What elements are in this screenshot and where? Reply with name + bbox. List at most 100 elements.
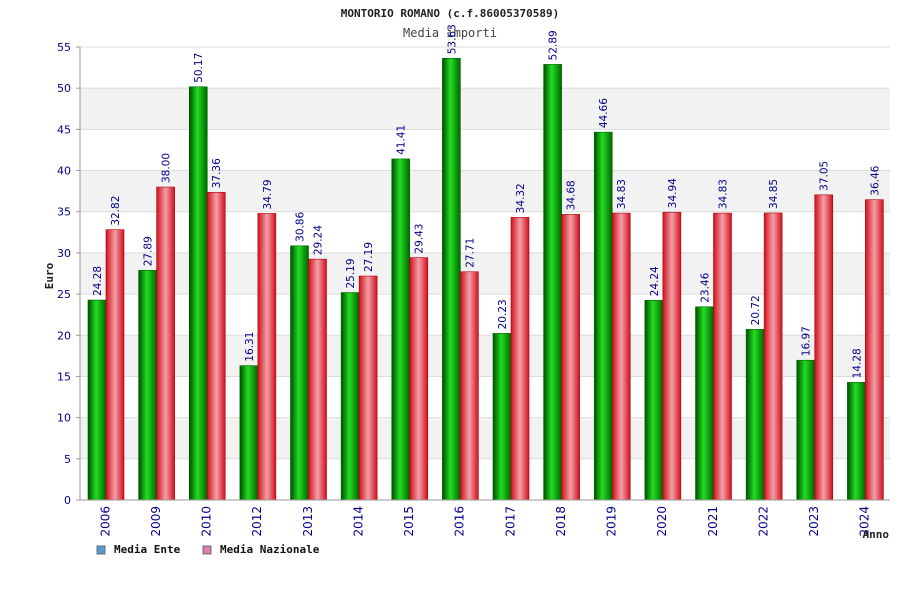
x-tick-label-2022: 2022 (756, 506, 770, 537)
x-tick-label-2016: 2016 (453, 506, 467, 537)
bar-media-nazionale-2017 (510, 217, 530, 501)
x-tick-label-2015: 2015 (402, 506, 416, 537)
bar-media-ente-2024 (847, 382, 866, 501)
x-tick-label-2023: 2023 (807, 506, 821, 537)
value-label-media-ente-2006: 24.28 (92, 266, 104, 296)
y-tick-label: 35 (57, 206, 71, 219)
bar-media-nazionale-2010 (206, 191, 226, 501)
bar-media-nazionale-2019 (611, 212, 631, 501)
value-label-media-nazionale-2018: 34.68 (566, 180, 578, 210)
x-tick-label-2019: 2019 (605, 506, 619, 537)
bar-media-ente-2018 (543, 64, 562, 501)
y-axis-label: Euro (43, 262, 56, 289)
y-tick-label: 45 (57, 123, 71, 136)
value-label-media-ente-2009: 27.89 (143, 236, 155, 266)
value-label-media-ente-2013: 30.86 (295, 211, 307, 241)
bar-media-nazionale-2012 (257, 213, 277, 501)
value-label-media-nazionale-2015: 29.43 (414, 224, 426, 254)
bar-media-ente-2017 (492, 333, 512, 501)
x-axis-label: Anno (863, 528, 890, 541)
value-label-media-nazionale-2024: 36.46 (869, 165, 881, 195)
value-label-media-nazionale-2013: 29.24 (313, 225, 325, 255)
value-label-media-ente-2010: 50.17 (193, 53, 205, 83)
bar-media-ente-2006 (87, 299, 107, 501)
chart-subtitle: Media importi (403, 26, 497, 40)
value-label-media-ente-2018: 52.89 (548, 30, 560, 60)
y-tick-label: 5 (64, 453, 71, 466)
value-label-media-ente-2012: 16.31 (244, 332, 256, 362)
y-tick-label: 40 (57, 165, 71, 178)
chart-title: MONTORIO ROMANO (c.f.86005370589) (341, 7, 560, 20)
y-tick-label: 20 (57, 329, 71, 342)
bar-media-ente-2015 (391, 158, 411, 501)
value-label-media-nazionale-2014: 27.19 (363, 242, 375, 272)
bar-media-nazionale-2024 (865, 199, 884, 501)
y-tick-label: 15 (57, 370, 71, 383)
legend: Media Ente Media Nazionale (96, 543, 320, 556)
x-tick-label-2010: 2010 (200, 506, 214, 537)
bar-media-nazionale-2023 (814, 194, 834, 501)
value-label-media-nazionale-2009: 38.00 (161, 153, 173, 183)
bar-media-nazionale-2018 (561, 214, 580, 501)
bar-media-ente-2020 (644, 300, 664, 501)
bar-media-ente-2022 (745, 329, 765, 501)
bar-media-ente-2023 (796, 359, 816, 501)
x-tick-label-2012: 2012 (250, 506, 264, 537)
bar-media-ente-2010 (188, 86, 208, 501)
bar-media-ente-2019 (593, 131, 613, 501)
value-label-media-nazionale-2006: 32.82 (110, 196, 122, 226)
value-label-media-nazionale-2017: 34.32 (515, 183, 527, 213)
bar-media-nazionale-2022 (763, 212, 783, 501)
value-label-media-nazionale-2023: 37.05 (819, 161, 831, 191)
y-axis-ticks: 0 5 10 15 20 25 30 35 40 45 50 55 (57, 41, 80, 507)
bar-media-nazionale-2016 (460, 271, 479, 501)
y-tick-label: 50 (57, 82, 71, 95)
value-label-media-ente-2016: 53.63 (446, 24, 458, 54)
bar-media-ente-2012 (239, 365, 259, 501)
bar-media-nazionale-2009 (156, 186, 175, 501)
value-label-media-nazionale-2020: 34.94 (667, 178, 679, 208)
x-tick-label-2020: 2020 (655, 506, 669, 537)
bar-media-ente-2014 (340, 292, 360, 501)
value-label-media-ente-2023: 16.97 (801, 326, 813, 356)
value-label-media-ente-2014: 25.19 (345, 258, 357, 288)
y-tick-label: 25 (57, 288, 71, 301)
value-label-media-ente-2022: 20.72 (750, 295, 762, 325)
value-label-media-nazionale-2021: 34.83 (718, 179, 730, 209)
bar-media-nazionale-2021 (713, 212, 732, 501)
value-label-media-nazionale-2012: 34.79 (262, 179, 274, 209)
bar-media-ente-2009 (138, 269, 157, 501)
x-tick-label-2013: 2013 (301, 506, 315, 537)
value-label-media-nazionale-2022: 34.85 (768, 179, 780, 209)
value-label-media-nazionale-2010: 37.36 (211, 158, 223, 188)
legend-label-media-ente: Media Ente (114, 543, 181, 556)
legend-swatch-media-nazionale (202, 545, 212, 555)
y-tick-label: 10 (57, 412, 71, 425)
value-labels: 24.28 32.82 27.89 38.00 50.17 37.36 16.31 34.79… (92, 24, 881, 378)
bar-media-nazionale-2020 (662, 211, 682, 501)
plot-band (80, 129, 890, 171)
value-label-media-ente-2017: 20.23 (497, 299, 509, 329)
plot-band (80, 47, 890, 89)
y-tick-label: 30 (57, 247, 71, 260)
bar-media-nazionale-2014 (358, 275, 378, 501)
x-tick-label-2006: 2006 (98, 506, 112, 537)
value-label-media-nazionale-2019: 34.83 (616, 179, 628, 209)
bar-media-nazionale-2013 (308, 258, 327, 501)
x-axis-ticks: 2006 2009 2010 2012 2013 2014 2015 2016 2017 2018… (98, 506, 871, 537)
x-tick-label-2017: 2017 (503, 506, 517, 537)
value-label-media-nazionale-2016: 27.71 (464, 238, 476, 268)
plot-band (80, 88, 890, 130)
bar-media-ente-2021 (695, 306, 714, 501)
legend-label-media-nazionale: Media Nazionale (220, 543, 320, 556)
value-label-media-ente-2024: 14.28 (851, 348, 863, 378)
x-tick-label-2014: 2014 (351, 506, 365, 537)
bar-media-nazionale-2006 (105, 229, 125, 501)
value-label-media-ente-2021: 23.46 (700, 272, 712, 302)
value-label-media-ente-2015: 41.41 (396, 125, 408, 155)
bar-media-ente-2016 (442, 57, 461, 501)
bars-group (87, 57, 884, 501)
value-label-media-ente-2019: 44.66 (598, 98, 610, 128)
x-tick-label-2021: 2021 (706, 506, 720, 537)
